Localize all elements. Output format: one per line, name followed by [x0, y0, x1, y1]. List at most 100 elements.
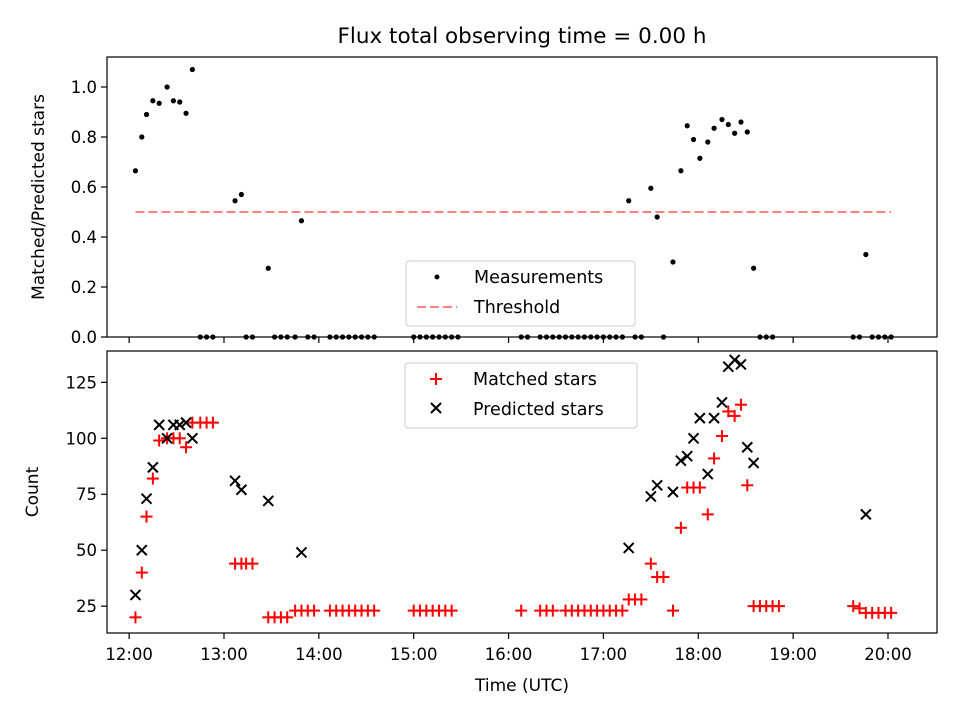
- measurement-point: [550, 334, 556, 340]
- matched-stars-point: [173, 432, 186, 445]
- measurement-point: [305, 334, 311, 340]
- measurement-point: [888, 334, 894, 340]
- measurement-point: [670, 259, 676, 265]
- matched-stars-point: [644, 557, 657, 570]
- measurement-point: [654, 214, 660, 220]
- measurement-point: [575, 334, 581, 340]
- series-predicted-stars: [129, 354, 872, 601]
- matched-stars-point: [885, 606, 898, 619]
- measurement-point: [232, 198, 238, 204]
- top-x-axis: [128, 337, 889, 343]
- measurement-point: [882, 334, 888, 340]
- measurement-point: [684, 123, 690, 129]
- predicted-stars-point: [262, 495, 274, 507]
- predicted-stars-point: [687, 432, 700, 444]
- top-y-tick-label: 0.8: [71, 128, 97, 147]
- predicted-stars-point: [229, 475, 241, 487]
- predicted-stars-point: [623, 542, 635, 554]
- matched-stars-point: [693, 481, 706, 494]
- measurement-point: [588, 334, 594, 340]
- predicted-stars-point: [667, 486, 679, 498]
- matched-stars-point: [246, 557, 259, 570]
- matched-stars-point: [635, 593, 648, 606]
- measurement-point: [271, 334, 278, 340]
- measurement-point: [863, 251, 869, 258]
- series-measurements: [132, 66, 894, 340]
- predicted-stars-point: [708, 412, 720, 424]
- bot-x-tick-label: 17:00: [580, 645, 628, 664]
- top-y-tick-label: 0.4: [71, 228, 97, 247]
- measurement-point: [430, 334, 436, 340]
- measurement-point: [524, 334, 531, 340]
- bottom-x-axis: 12:00 13:00 14:00 15:00 16:00 17:00 18:00 19:00…: [105, 633, 912, 664]
- measurement-point: [327, 334, 333, 340]
- measurement-point: [170, 98, 176, 104]
- legend-matched-marker: [430, 373, 442, 385]
- matched-stars-point: [180, 441, 193, 454]
- measurement-point: [197, 334, 203, 340]
- predicted-stars-point: [747, 457, 760, 469]
- bottom-panel: 25 50 75 100 125 12:00 13:00 14:00 15:00 16:00 17…: [23, 350, 938, 696]
- measurement-point: [869, 334, 875, 340]
- top-y-axis: 0.0 0.2 0.4 0.6 0.8 1.0: [71, 78, 107, 347]
- measurement-point: [751, 265, 757, 271]
- matched-stars-point: [847, 600, 860, 613]
- bot-x-tick-label: 16:00: [485, 645, 533, 664]
- matched-stars-point: [308, 604, 321, 617]
- matched-stars-point: [135, 566, 148, 579]
- measurement-point: [875, 334, 882, 340]
- predicted-stars-point: [675, 454, 687, 467]
- predicted-stars-point: [735, 358, 747, 371]
- legend-matched-label: Matched stars: [473, 370, 597, 390]
- matched-stars-point: [281, 611, 294, 624]
- measurement-point: [697, 155, 703, 161]
- matched-stars-point: [515, 604, 528, 617]
- figure-title: Flux total observing time = 0.00 h: [338, 24, 707, 49]
- measurement-point: [449, 334, 455, 340]
- bottom-x-axis-label: Time (UTC): [474, 676, 569, 696]
- top-y-tick-label: 0.6: [71, 178, 97, 197]
- measurement-point: [284, 334, 290, 340]
- predicted-stars-point: [728, 354, 741, 366]
- matched-stars-point: [708, 452, 721, 465]
- legend-predicted-label: Predicted stars: [473, 400, 604, 420]
- measurement-point: [600, 334, 607, 340]
- predicted-stars-point: [741, 441, 753, 453]
- measurement-point: [298, 218, 305, 224]
- measurement-point: [763, 334, 769, 340]
- measurement-point: [238, 191, 244, 198]
- measurement-point: [183, 110, 189, 116]
- measurement-point: [204, 334, 210, 340]
- bot-x-tick-label: 19:00: [769, 645, 817, 664]
- predicted-stars-point: [694, 412, 706, 424]
- measurement-point: [189, 66, 195, 73]
- measurement-point: [411, 334, 417, 340]
- legend-measurements-label: Measurements: [474, 268, 603, 288]
- bot-y-tick-label: 100: [66, 429, 98, 448]
- matched-stars-point: [368, 604, 381, 617]
- bot-x-tick-label: 14:00: [295, 645, 343, 664]
- matched-stars-point: [741, 479, 754, 492]
- measurement-point: [744, 129, 750, 135]
- measurement-point: [371, 334, 377, 340]
- measurement-point: [358, 334, 365, 340]
- predicted-stars-point: [129, 589, 142, 601]
- matched-stars-point: [445, 604, 458, 617]
- predicted-stars-point: [186, 432, 199, 444]
- measurement-point: [725, 121, 731, 128]
- measurement-point: [556, 334, 562, 340]
- matched-stars-point: [657, 571, 670, 584]
- matched-stars-point: [666, 604, 679, 617]
- measurement-point: [619, 334, 625, 340]
- measurement-point: [569, 334, 575, 340]
- measurement-point: [333, 334, 339, 340]
- measurement-point: [738, 119, 744, 125]
- measurement-point: [711, 125, 717, 131]
- top-y-tick-label: 0.2: [71, 278, 97, 297]
- bottom-legend-box: [404, 362, 638, 429]
- measurement-point: [613, 334, 619, 340]
- measurement-point: [757, 334, 763, 340]
- bot-x-tick-label: 20:00: [864, 645, 912, 664]
- measurement-point: [156, 100, 162, 106]
